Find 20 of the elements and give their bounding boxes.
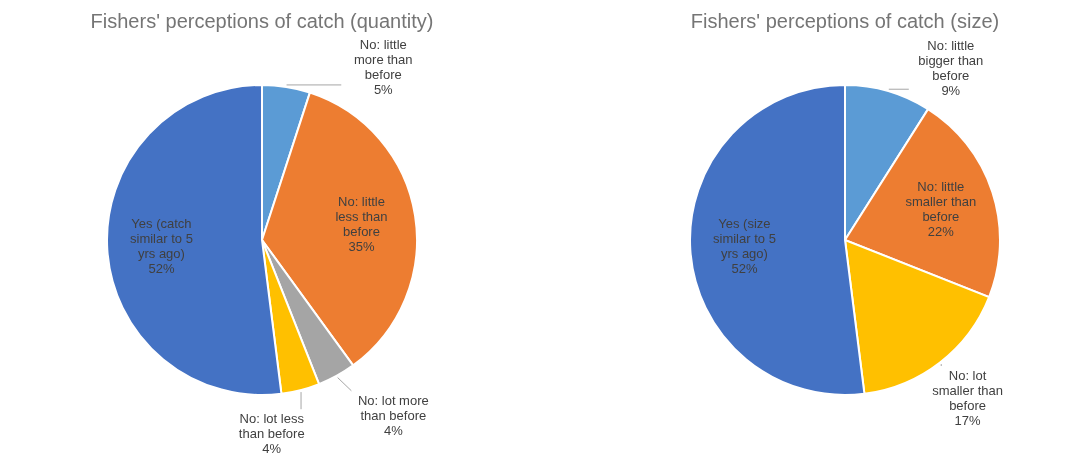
data-label: 4% [262,441,282,457]
slice-label: No: little bigger than before [918,37,984,83]
data-label: 52% [148,261,175,277]
slice-label: No: little smaller than before [905,178,977,224]
slice-label: No: lot less than before [238,411,305,442]
chart-title: Fishers' perceptions of catch (quantity) [90,10,434,32]
data-label: 5% [373,82,394,98]
data-label: 17% [954,413,982,429]
data-label: 4% [383,422,404,438]
slice-label: No: little more than before [354,37,413,83]
slice-label: No: lot smaller than before [932,368,1003,414]
data-label: 52% [731,261,758,277]
chart-title: Fishers' perceptions of catch (size) [690,10,1000,32]
slice-label: No: lot more than before [357,392,429,423]
data-label: 35% [348,239,375,255]
data-label: 9% [941,82,961,98]
slice-label: Yes (catch similar to 5 yrs ago) [130,216,193,262]
slice-label: No: little less than before [335,194,388,240]
data-label: 22% [927,223,955,239]
slice-label: Yes (size similar to 5 yrs ago) [713,216,776,262]
